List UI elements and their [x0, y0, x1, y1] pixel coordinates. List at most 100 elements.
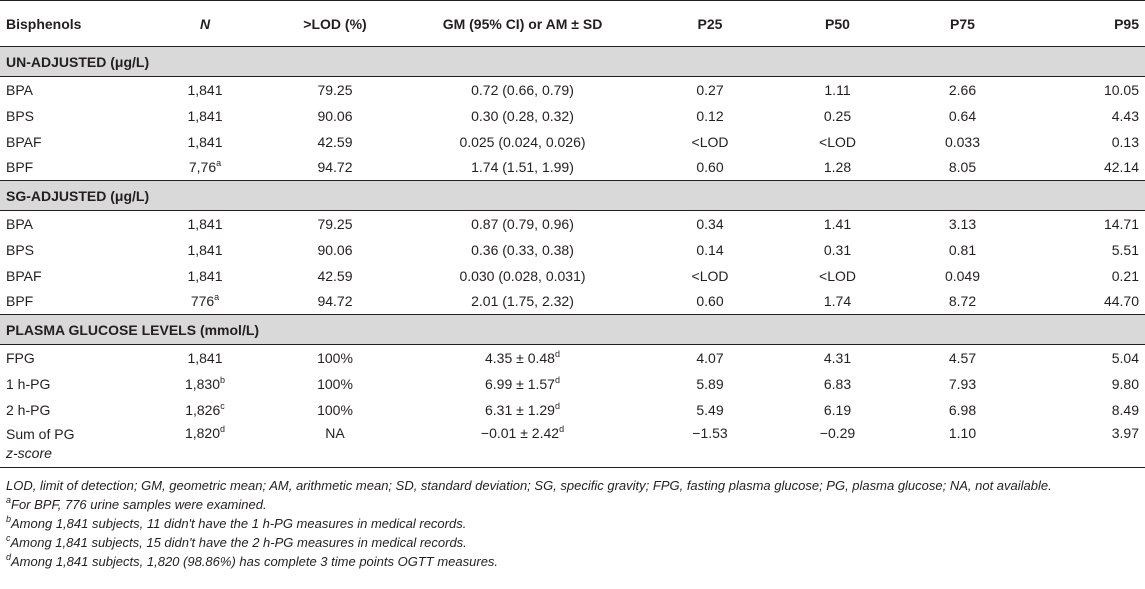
cell-p25-value: <LOD: [691, 267, 729, 284]
cell-p95-value: 3.97: [1111, 424, 1139, 441]
cell-p95-value: 0.13: [1111, 133, 1139, 150]
section-label: SG-ADJUSTED (μg/L): [0, 180, 1145, 211]
cell-bisphenol: Sum of PG z-score: [0, 423, 140, 463]
cell-bisphenol: BPAF: [0, 129, 140, 155]
cell-p95: 8.49: [1025, 397, 1145, 423]
footnote-ref: b: [220, 374, 226, 385]
footnote-a: aFor BPF, 776 urine samples were examine…: [6, 495, 1139, 514]
cell-p75-value: 8.05: [948, 159, 977, 176]
table-row: Sum of PG z-score 1,820d NA −0.01 ± 2.42d −1.…: [0, 423, 1145, 463]
cell-gm-value: 4.35 ± 0.48: [485, 349, 555, 366]
cell-p50: 1.74: [775, 289, 900, 315]
table-row: BPA 1,841 79.25 0.72 (0.66, 0.79) 0.27 1.11 2.…: [0, 77, 1145, 103]
cell-p25-value: −1.53: [692, 424, 728, 441]
cell-p95-value: 9.80: [1111, 375, 1139, 392]
cell-n: 1,841: [140, 103, 270, 129]
cell-p75-value: 4.57: [948, 349, 977, 366]
cell-p50: 0.25: [775, 103, 900, 129]
cell-n-value: 1,841: [187, 241, 223, 258]
cell-lod-value: 94.72: [317, 159, 353, 176]
cell-p75-value: 0.033: [944, 133, 981, 150]
cell-gm: 1.74 (1.51, 1.99): [400, 155, 645, 181]
cell-gm-value: 0.87 (0.79, 0.96): [471, 215, 574, 232]
cell-p25: 0.27: [645, 77, 775, 103]
cell-bisphenol-value: 1 h-PG: [6, 375, 51, 392]
col-header-bisphenols: Bisphenols: [0, 0, 140, 47]
col-header-n: N: [140, 0, 270, 47]
table-row: BPAF 1,841 42.59 0.025 (0.024, 0.026) <LOD <L…: [0, 129, 1145, 155]
cell-p75: 3.13: [900, 211, 1025, 237]
cell-lod: 42.59: [270, 263, 400, 289]
cell-n: 1,841: [140, 211, 270, 237]
cell-p50-value: 6.83: [823, 375, 852, 392]
cell-p75: 4.57: [900, 345, 1025, 371]
cell-n-value: 776: [190, 293, 215, 310]
footnote-d: dAmong 1,841 subjects, 1,820 (98.86%) ha…: [6, 552, 1139, 571]
section-label: PLASMA GLUCOSE LEVELS (mmol/L): [0, 314, 1145, 345]
cell-p95: 10.05: [1025, 77, 1145, 103]
cell-p25-value: 4.07: [696, 349, 724, 366]
cell-n-value: 1,826: [185, 401, 221, 418]
cell-bisphenol: 1 h-PG: [0, 371, 140, 397]
table-row: BPS 1,841 90.06 0.30 (0.28, 0.32) 0.12 0.25 0.…: [0, 103, 1145, 129]
table-row: BPF 776a 94.72 2.01 (1.75, 2.32) 0.60 1.74 8.7…: [0, 289, 1145, 315]
cell-lod: 94.72: [270, 289, 400, 315]
footnote-text: Among 1,841 subjects, 11 didn't have the…: [11, 515, 467, 531]
sg-adjusted-rows: BPA 1,841 79.25 0.87 (0.79, 0.96) 0.34 1.41 3.…: [0, 211, 1145, 315]
cell-n-value: 1,820: [184, 424, 221, 441]
cell-p50-value: 0.25: [823, 107, 852, 124]
cell-p75-value: 2.66: [948, 81, 977, 98]
cell-bisphenol: BPA: [0, 77, 140, 103]
cell-p95: 4.43: [1025, 103, 1145, 129]
cell-p75-value: 0.049: [944, 267, 981, 284]
cell-bisphenol-value: Sum of PG: [6, 425, 75, 442]
cell-n-value: 1,841: [187, 349, 223, 366]
cell-p50-value: 6.19: [823, 401, 852, 418]
cell-gm-value: 0.030 (0.028, 0.031): [459, 267, 586, 284]
cell-p95: 14.71: [1025, 211, 1145, 237]
cell-p25: 5.49: [645, 397, 775, 423]
cell-p25-value: 5.49: [696, 401, 724, 418]
section-unadjusted: UN-ADJUSTED (μg/L): [0, 46, 1145, 77]
cell-gm-value: 2.01 (1.75, 2.32): [471, 293, 574, 310]
cell-bisphenol-value: BPS: [6, 241, 35, 258]
cell-p75: 8.05: [900, 155, 1025, 181]
cell-gm: 0.30 (0.28, 0.32): [400, 103, 645, 129]
footnote-ref: d: [554, 348, 560, 359]
cell-lod: 79.25: [270, 77, 400, 103]
cell-p25-value: <LOD: [691, 133, 729, 150]
cell-n-value: 1,841: [187, 107, 223, 124]
cell-bisphenol-value: 2 h-PG: [6, 401, 51, 418]
cell-lod-value: 100%: [317, 349, 353, 366]
cell-lod: 90.06: [270, 237, 400, 263]
cell-gm: 4.35 ± 0.48d: [400, 345, 645, 371]
cell-lod-value: 100%: [317, 401, 353, 418]
cell-p95: 0.13: [1025, 129, 1145, 155]
cell-lod-value: 90.06: [317, 107, 353, 124]
cell-p75-value: 6.98: [948, 401, 977, 418]
cell-p95-value: 8.49: [1111, 401, 1139, 418]
table-row: 2 h-PG 1,826c 100% 6.31 ± 1.29d 5.49 6.19 6.98…: [0, 397, 1145, 423]
cell-p50-value: 1.74: [823, 293, 852, 310]
cell-p95: 0.21: [1025, 263, 1145, 289]
footnote-mark: c: [6, 532, 11, 543]
cell-p25: 0.60: [645, 155, 775, 181]
cell-bisphenol-value: BPAF: [6, 133, 42, 150]
cell-lod-value: NA: [325, 424, 345, 441]
cell-p25: 4.07: [645, 345, 775, 371]
cell-gm: 0.36 (0.33, 0.38): [400, 237, 645, 263]
cell-gm: 0.025 (0.024, 0.026): [400, 129, 645, 155]
cell-bisphenol: BPF: [0, 155, 140, 181]
cell-lod: 90.06: [270, 103, 400, 129]
cell-n-value: 1,830: [184, 375, 221, 392]
cell-bisphenol-value: BPA: [6, 81, 33, 98]
section-label: UN-ADJUSTED (μg/L): [0, 46, 1145, 77]
cell-gm-value: 0.30 (0.28, 0.32): [471, 107, 574, 124]
table-row: BPA 1,841 79.25 0.87 (0.79, 0.96) 0.34 1.41 3.…: [0, 211, 1145, 237]
cell-gm-value: 6.31 ± 1.29: [485, 401, 555, 418]
cell-p75-value: 3.13: [948, 215, 977, 232]
cell-gm: −0.01 ± 2.42d: [400, 423, 645, 463]
cell-lod-value: 79.25: [317, 215, 353, 232]
cell-p75-value: 8.72: [948, 293, 977, 310]
cell-lod: 42.59: [270, 129, 400, 155]
